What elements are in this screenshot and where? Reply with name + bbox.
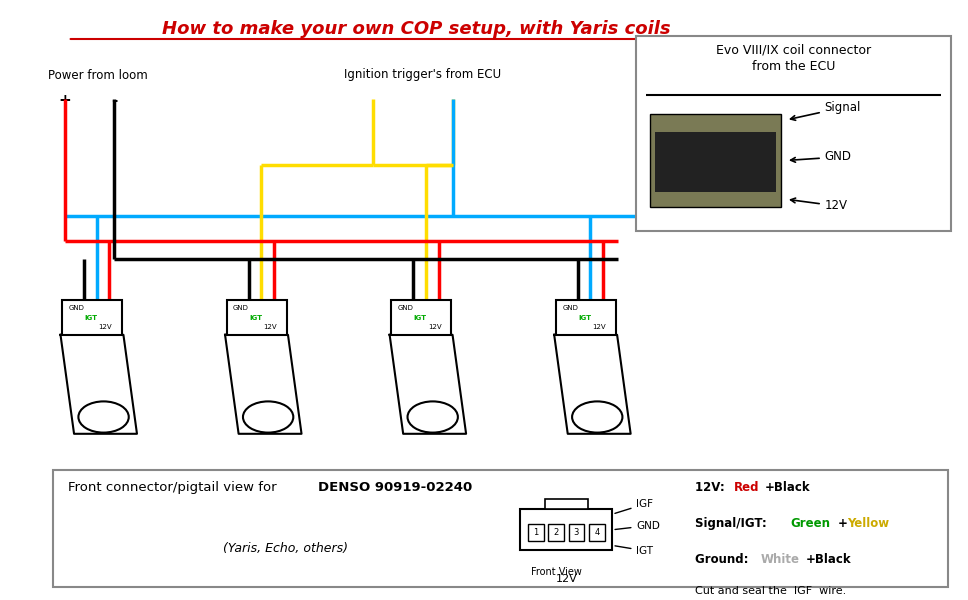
- Text: Red: Red: [734, 481, 759, 494]
- Text: IGF: IGF: [615, 499, 653, 514]
- Bar: [589, 524, 604, 541]
- Text: GND: GND: [233, 305, 249, 311]
- Text: -: -: [111, 93, 117, 108]
- Text: Cut and seal the  IGF  wire.: Cut and seal the IGF wire.: [695, 586, 846, 596]
- Bar: [521, 509, 613, 550]
- Text: GND: GND: [791, 151, 852, 163]
- Circle shape: [572, 401, 622, 433]
- Bar: [391, 300, 451, 335]
- Text: GND: GND: [615, 521, 660, 530]
- Text: Front connector/pigtail view for: Front connector/pigtail view for: [68, 481, 281, 494]
- Text: Ignition trigger's from ECU: Ignition trigger's from ECU: [344, 68, 500, 81]
- Text: Evo VIII/IX coil connector
from the ECU: Evo VIII/IX coil connector from the ECU: [715, 43, 871, 73]
- Bar: [650, 114, 781, 207]
- Bar: [529, 524, 544, 541]
- Text: 12V:: 12V:: [695, 481, 729, 494]
- Text: Power from loom: Power from loom: [48, 69, 148, 82]
- Circle shape: [408, 401, 458, 433]
- Text: (Yaris, Echo, others): (Yaris, Echo, others): [224, 542, 348, 556]
- Text: Signal: Signal: [791, 101, 862, 120]
- Text: +: +: [837, 517, 847, 530]
- Bar: [548, 524, 563, 541]
- Polygon shape: [60, 335, 137, 434]
- Text: 1: 1: [533, 528, 538, 536]
- Text: 3: 3: [574, 528, 579, 536]
- Text: Ground:: Ground:: [695, 553, 753, 566]
- Text: GND: GND: [398, 305, 413, 311]
- Bar: [655, 132, 776, 192]
- Text: How to make your own COP setup, with Yaris coils: How to make your own COP setup, with Yar…: [162, 20, 671, 38]
- Circle shape: [243, 401, 293, 433]
- Text: IGT: IGT: [615, 546, 653, 556]
- Polygon shape: [555, 335, 631, 434]
- Text: 2: 2: [554, 528, 559, 536]
- Text: GND: GND: [562, 305, 578, 311]
- Circle shape: [78, 401, 129, 433]
- Bar: [569, 524, 585, 541]
- Text: Signal/IGT:: Signal/IGT:: [695, 517, 771, 530]
- Text: 12V: 12V: [791, 198, 848, 212]
- Bar: [53, 470, 948, 587]
- Bar: [227, 300, 287, 335]
- Text: White: White: [761, 553, 800, 566]
- Bar: [636, 36, 951, 231]
- Text: IGT: IGT: [578, 315, 591, 321]
- Text: 12V: 12V: [592, 324, 606, 330]
- Text: Front View: Front View: [531, 567, 582, 577]
- Text: IGT: IGT: [413, 315, 427, 321]
- Text: 12V: 12V: [428, 324, 441, 330]
- Text: DENSO 90919-02240: DENSO 90919-02240: [318, 481, 471, 494]
- Text: 4: 4: [594, 528, 599, 536]
- Text: IGT: IGT: [84, 315, 98, 321]
- Bar: [62, 300, 122, 335]
- Text: GND: GND: [69, 305, 84, 311]
- Text: 12V: 12V: [99, 324, 112, 330]
- Text: +Black: +Black: [765, 481, 810, 494]
- Text: Yellow: Yellow: [847, 517, 890, 530]
- Text: 12V: 12V: [263, 324, 277, 330]
- Text: +: +: [58, 93, 72, 108]
- Text: IGT: IGT: [249, 315, 262, 321]
- Polygon shape: [389, 335, 467, 434]
- Bar: [556, 300, 616, 335]
- Text: +Black: +Black: [805, 553, 851, 566]
- Polygon shape: [225, 335, 302, 434]
- Text: Green: Green: [790, 517, 830, 530]
- Text: 12V: 12V: [556, 574, 577, 584]
- Bar: [545, 499, 588, 509]
